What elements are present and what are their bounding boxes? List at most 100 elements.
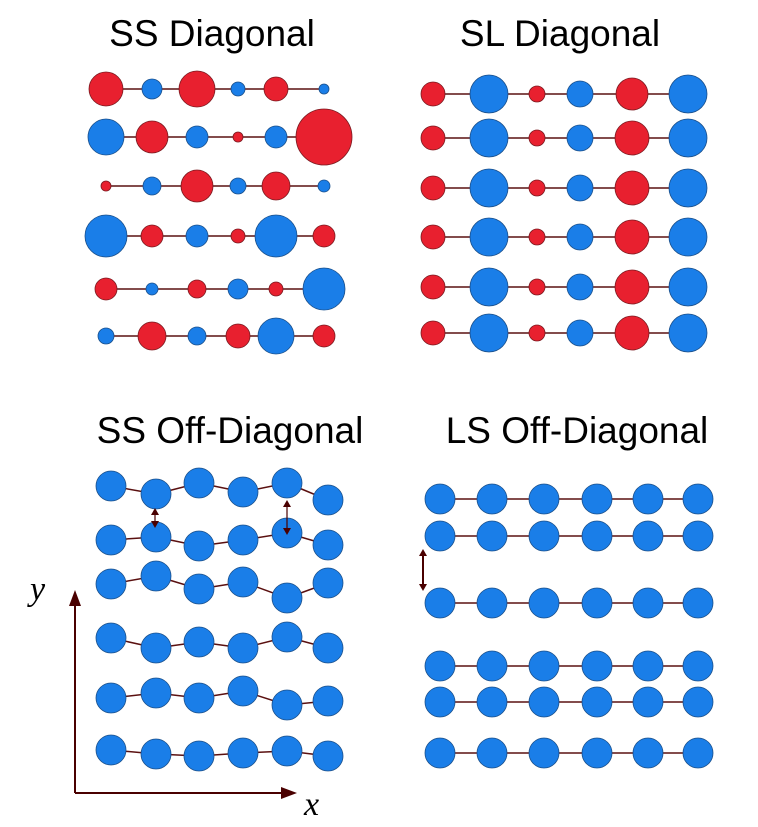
red-atom: [420, 125, 446, 151]
red-atom: [614, 170, 650, 206]
blue-atom: [227, 476, 259, 508]
blue-atom: [97, 327, 115, 345]
blue-atom: [95, 568, 127, 600]
red-atom: [614, 315, 650, 351]
red-atom: [312, 224, 336, 248]
red-atom: [614, 120, 650, 156]
blue-atom: [469, 118, 509, 158]
blue-atom: [183, 740, 215, 772]
blue-atom: [476, 483, 508, 515]
red-atom: [420, 274, 446, 300]
blue-atom: [581, 587, 613, 619]
blue-atom: [476, 737, 508, 769]
blue-atom: [424, 686, 456, 718]
blue-atom: [476, 650, 508, 682]
blue-atom: [183, 530, 215, 562]
blue-atom: [668, 74, 708, 114]
blue-atom: [227, 632, 259, 664]
red-atom: [420, 320, 446, 346]
blue-atom: [581, 737, 613, 769]
blue-atom: [312, 529, 344, 561]
blue-atom: [566, 319, 594, 347]
blue-atom: [476, 520, 508, 552]
blue-atom: [312, 632, 344, 664]
blue-atom: [668, 313, 708, 353]
arrowhead: [151, 508, 159, 515]
red-atom: [263, 76, 289, 102]
blue-atom: [187, 326, 207, 346]
red-atom: [528, 179, 546, 197]
blue-atom: [271, 582, 303, 614]
blue-atom: [682, 650, 714, 682]
arrowhead: [419, 549, 427, 556]
blue-atom: [528, 650, 560, 682]
red-atom: [614, 269, 650, 305]
blue-atom: [312, 484, 344, 516]
blue-atom: [424, 520, 456, 552]
arrowhead: [283, 528, 291, 535]
x-axis-label: x: [303, 786, 319, 823]
blue-atom: [581, 520, 613, 552]
blue-atom: [271, 735, 303, 767]
arrowhead: [419, 584, 427, 591]
blue-atom: [424, 650, 456, 682]
blue-atom: [424, 587, 456, 619]
panel-title-ss-off-diagonal: SS Off-Diagonal: [97, 410, 364, 451]
blue-atom: [140, 478, 172, 510]
displacement-arrows: [151, 500, 427, 591]
blue-atom: [528, 587, 560, 619]
panel-title-sl-diagonal: SL Diagonal: [460, 13, 660, 54]
blue-atom: [566, 273, 594, 301]
y-axis-label: y: [27, 571, 46, 608]
blue-atom: [682, 737, 714, 769]
red-atom: [528, 278, 546, 296]
blue-atom: [632, 737, 664, 769]
blue-atom: [581, 650, 613, 682]
y-axis-arrowhead: [69, 590, 81, 606]
blue-atom: [185, 125, 209, 149]
blue-atom: [87, 118, 125, 156]
blue-atom: [254, 214, 298, 258]
blue-atom: [682, 483, 714, 515]
red-atom: [528, 129, 546, 147]
blue-atom: [312, 567, 344, 599]
blue-atom: [140, 738, 172, 770]
blue-atom: [183, 573, 215, 605]
blue-atom: [227, 675, 259, 707]
red-atom: [420, 175, 446, 201]
red-atom: [225, 323, 251, 349]
blue-atom: [183, 626, 215, 658]
blue-atom: [95, 470, 127, 502]
red-atom: [420, 81, 446, 107]
blue-atom: [142, 176, 162, 196]
blue-atom: [668, 118, 708, 158]
red-atom: [230, 228, 246, 244]
red-atom: [614, 219, 650, 255]
red-atom: [88, 71, 124, 107]
panel-sl-diagonal: [420, 74, 708, 353]
red-atom: [528, 324, 546, 342]
blue-atom: [227, 524, 259, 556]
red-atom: [187, 279, 207, 299]
blue-atom: [469, 168, 509, 208]
blue-atom: [632, 520, 664, 552]
blue-atom: [566, 80, 594, 108]
x-axis-arrowhead: [281, 787, 297, 799]
blue-atom: [668, 267, 708, 307]
blue-atom: [302, 267, 346, 311]
blue-atom: [257, 317, 295, 355]
blue-atom: [95, 622, 127, 654]
blue-atom: [528, 686, 560, 718]
panel-ss-diagonal: [84, 70, 353, 355]
panel-title-ls-off-diagonal: LS Off-Diagonal: [446, 410, 709, 451]
blue-atom: [271, 621, 303, 653]
blue-atom: [469, 313, 509, 353]
arrowhead: [283, 500, 291, 507]
panel-ss-off-diagonal: [95, 467, 344, 772]
blue-atom: [264, 125, 288, 149]
blue-atom: [469, 74, 509, 114]
blue-atom: [140, 632, 172, 664]
red-atom: [232, 131, 244, 143]
red-atom: [137, 321, 167, 351]
